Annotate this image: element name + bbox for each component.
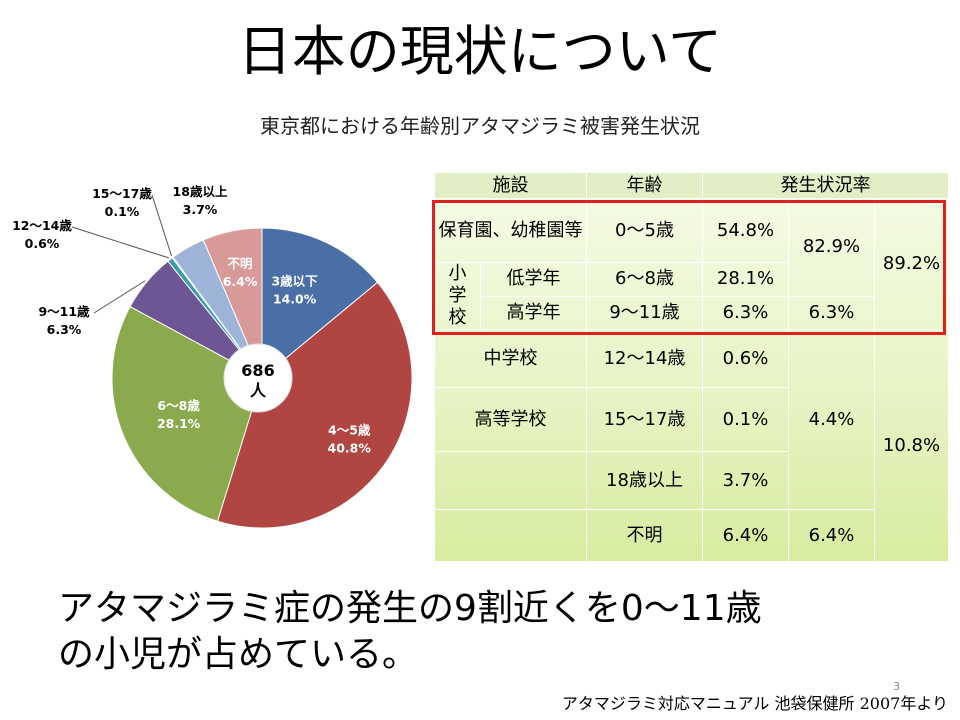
pie-slice-percent: 28.1% bbox=[157, 416, 201, 431]
source-citation: アタマジラミ対応マニュアル 池袋保健所 2007年より bbox=[561, 694, 948, 713]
pie-slice bbox=[216, 281, 413, 529]
pie-slice-percent: 0.1% bbox=[105, 204, 140, 219]
shougakkou-char: 校 bbox=[448, 307, 467, 328]
pie-center-unit: 人 bbox=[250, 381, 267, 400]
slide-title: 日本の現状について bbox=[237, 20, 723, 83]
pie-chart: 3歳以下 14.0% 4～5歳 40.8% 6～8歳 28.1% 9～11歳 6.3% 12～1… bbox=[12, 184, 413, 529]
cell-total-rest: 10.8% bbox=[873, 329, 950, 562]
cell-facility-low-grade: 低学年 bbox=[480, 262, 587, 297]
cell-rate-over18: 3.7% bbox=[702, 451, 789, 510]
cell-facility-over18 bbox=[434, 451, 587, 510]
pie-leader-line bbox=[93, 280, 146, 314]
cell-rate-high-grade: 6.3% bbox=[702, 295, 789, 330]
pie-center-bubble bbox=[223, 343, 293, 413]
pie-slice bbox=[111, 305, 263, 522]
pie-slice-name: 4～5歳 bbox=[328, 422, 371, 437]
cell-facility-hoiku: 保育園、幼稚園等 bbox=[434, 198, 587, 263]
header-facility: 施設 bbox=[434, 172, 587, 199]
cell-subtotal-9-11: 6.3% bbox=[788, 295, 875, 330]
caption-line-1: アタマジラミ症の発生の9割近くを0～11歳 bbox=[58, 588, 762, 629]
pie-slice-name: 3歳以下 bbox=[271, 274, 318, 289]
pie-slice bbox=[202, 227, 263, 379]
pie-leader-line bbox=[151, 194, 172, 257]
pie-slice-percent: 3.7% bbox=[183, 202, 218, 217]
cell-subtotal-0-8: 82.9% bbox=[788, 198, 875, 297]
pie-slice-percent: 6.3% bbox=[47, 322, 82, 337]
cell-facility-kou: 高等学校 bbox=[434, 387, 587, 452]
cell-rate-kou: 0.1% bbox=[702, 387, 789, 452]
cell-age-high-grade: 9～11歳 bbox=[586, 295, 703, 330]
pie-slice-percent: 0.6% bbox=[25, 236, 60, 251]
shougakkou-char: 学 bbox=[448, 285, 467, 306]
cell-facility-high-grade: 高学年 bbox=[480, 295, 587, 330]
cell-age-unknown: 不明 bbox=[586, 509, 703, 562]
statistics-table: 施設 年齢 発生状況率 保育園、幼稚園等 0～5歳 54.8% 82.9% 89… bbox=[434, 172, 950, 562]
pie-leader-line bbox=[71, 226, 169, 259]
cell-age-hoiku: 0～5歳 bbox=[586, 198, 703, 263]
cell-total-0-11: 89.2% bbox=[873, 198, 950, 330]
cell-facility-unknown bbox=[434, 509, 587, 562]
pie-slice-percent: 6.4% bbox=[223, 274, 258, 289]
pie-slice-name: 不明 bbox=[228, 256, 253, 271]
pie-slice-name: 18歳以上 bbox=[173, 184, 228, 199]
cell-rate-low-grade: 28.1% bbox=[702, 262, 789, 297]
cell-age-kou: 15～17歳 bbox=[586, 387, 703, 452]
caption: アタマジラミ症の発生の9割近くを0～11歳 の小児が占めている。 bbox=[58, 586, 918, 678]
cell-subtotal-12-plus: 4.4% bbox=[788, 329, 875, 510]
pie-slice-name: 6～8歳 bbox=[157, 398, 200, 413]
pie-slice-name: 12～14歳 bbox=[12, 218, 72, 233]
pie-slice bbox=[261, 227, 379, 380]
cell-rate-unknown: 6.4% bbox=[702, 509, 789, 562]
caption-line-2: の小児が占めている。 bbox=[58, 634, 419, 675]
cell-shougakkou-label: 小学校 bbox=[434, 262, 481, 330]
pie-slice-percent: 14.0% bbox=[273, 292, 317, 307]
shougakkou-vertical-label: 小学校 bbox=[437, 263, 478, 329]
cell-subtotal-unknown: 6.4% bbox=[788, 509, 875, 562]
cell-age-low-grade: 6～8歳 bbox=[586, 262, 703, 297]
pie-slice-percent: 40.8% bbox=[328, 440, 372, 455]
cell-age-over18: 18歳以上 bbox=[586, 451, 703, 510]
cell-rate-hoiku: 54.8% bbox=[702, 198, 789, 263]
pie-slice-name: 15～17歳 bbox=[92, 186, 152, 201]
header-rate: 発生状況率 bbox=[701, 172, 950, 199]
header-age: 年齢 bbox=[586, 172, 703, 199]
cell-rate-chu: 0.6% bbox=[702, 329, 789, 388]
cell-facility-chu: 中学校 bbox=[434, 329, 587, 388]
page-number: 3 bbox=[893, 680, 900, 693]
shougakkou-char: 小 bbox=[448, 263, 467, 284]
cell-age-chu: 12～14歳 bbox=[586, 329, 703, 388]
chart-title: 東京都における年齢別アタマジラミ被害発生状況 bbox=[260, 114, 700, 138]
pie-center-count: 686 bbox=[241, 361, 274, 380]
pie-slice-name: 9～11歳 bbox=[38, 304, 90, 319]
